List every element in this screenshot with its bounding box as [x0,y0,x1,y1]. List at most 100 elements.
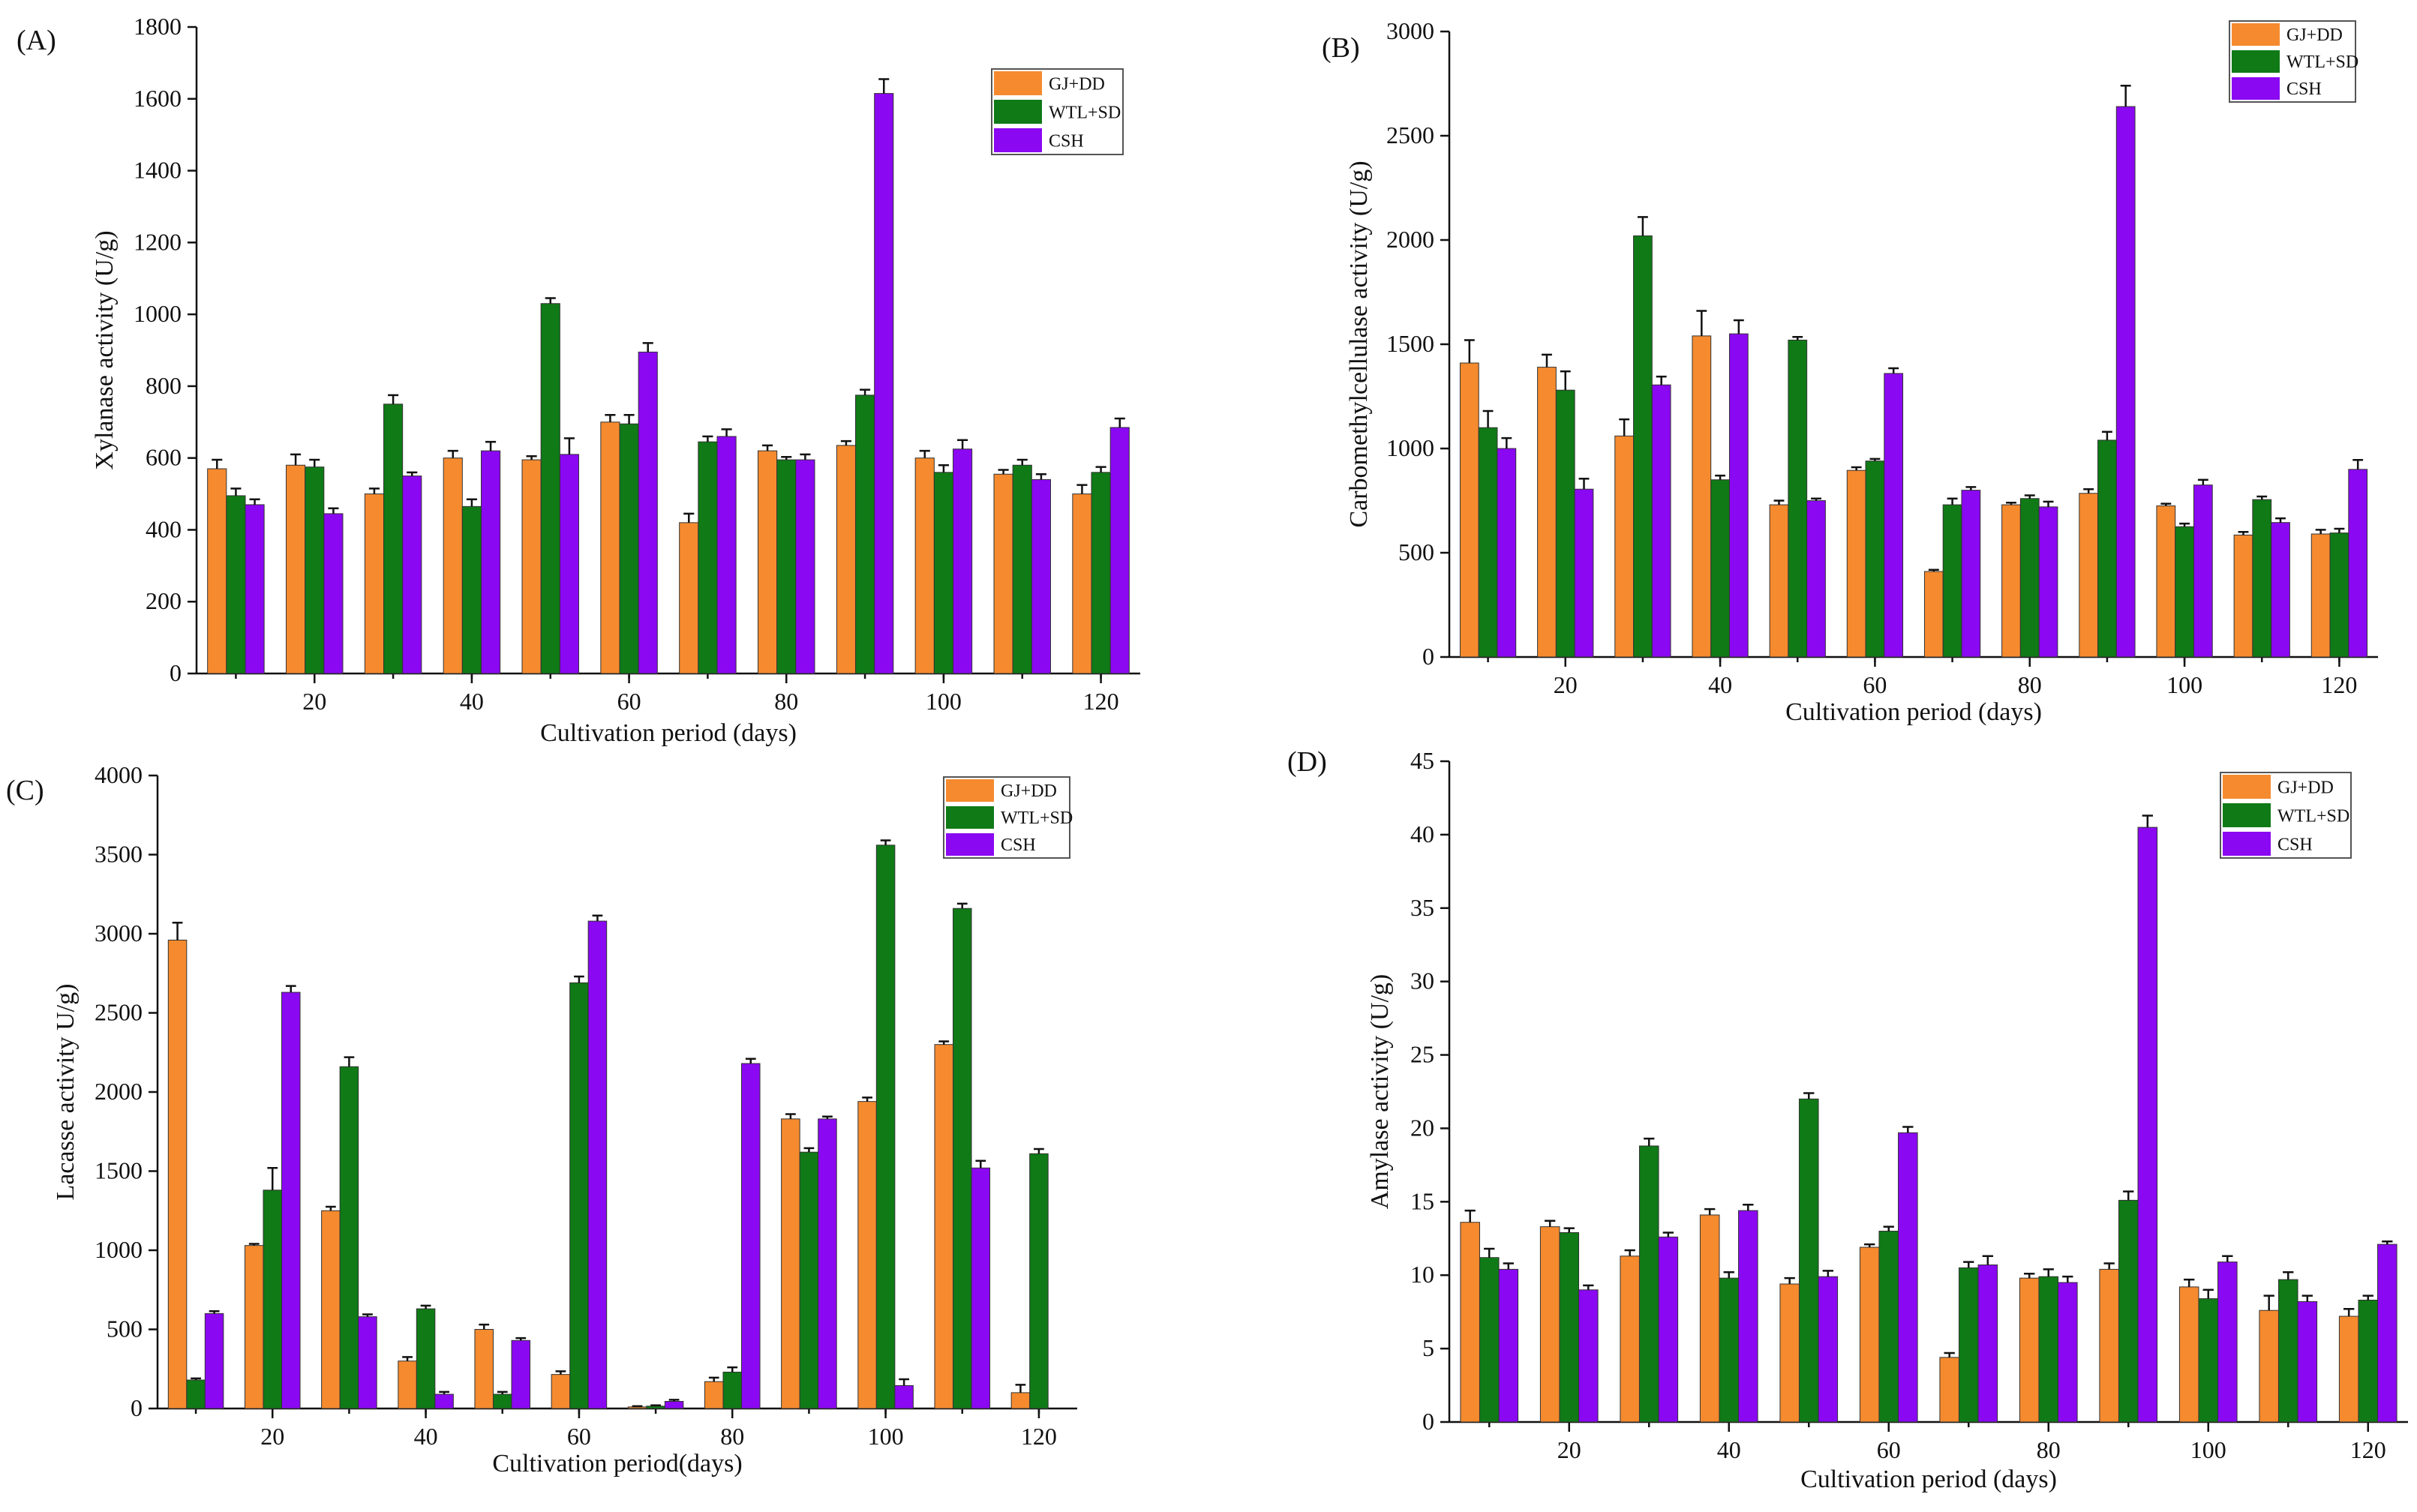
bar-csh-70 [1977,1264,1998,1423]
bar-csh-90 [2115,106,2136,658]
error-bar [466,498,477,507]
x-axis-title: Cultivation period (days) [540,719,797,747]
bar-wtlsd-110 [1012,464,1032,674]
error-bar [2024,494,2035,499]
bar-gjdd-40 [1692,335,1712,658]
bar-wtlsd-110 [2252,499,2272,658]
legend-label: CSH [1001,836,1036,855]
error-bar [2301,1294,2313,1302]
y-tick-label: 0 [1422,1408,1434,1435]
x-tick-label: 20 [302,688,326,715]
bar-csh-10 [204,1312,224,1409]
x-axis-title: Cultivation period (days) [1800,1466,2057,1493]
bar-csh-10 [1498,1268,1519,1423]
bar-csh-20 [281,992,301,1409]
bar-gjdd-120 [2310,533,2331,658]
error-bar [2238,530,2249,536]
bar-gjdd-30 [364,494,385,674]
error-bar [880,839,891,845]
error-bar [479,1323,490,1330]
bar-gjdd-80 [704,1381,724,1409]
x-axis-title: Cultivation period(days) [492,1450,742,1478]
error-bar [1563,1227,1575,1233]
legend-swatch [2232,23,2280,46]
bar-wtlsd-90 [2097,440,2117,658]
error-bar [1944,1352,1955,1358]
error-bar [2382,1240,2393,1245]
y-tick-label: 20 [1410,1114,1434,1141]
bar-gjdd-50 [1769,504,1789,658]
error-bar [2006,502,2016,506]
bar-gjdd-30 [1620,1256,1640,1423]
legend-swatch [946,779,994,802]
x-tick-label: 100 [926,688,962,715]
bar-wtlsd-100 [2198,1298,2219,1423]
bar-wtlsd-20 [263,1190,283,1409]
bar-wtlsd-90 [855,394,875,674]
panel-label: (D) [1287,746,1327,778]
bar-csh-30 [358,1316,377,1409]
legend-label: GJ+DD [2286,26,2343,45]
y-tick-label: 3500 [95,841,143,868]
legend-label: GJ+DD [2277,778,2334,797]
error-bar [1723,1271,1734,1279]
error-bar [2184,1278,2195,1287]
error-bar [368,488,380,494]
bar-gjdd-70 [1923,571,1944,658]
error-bar [2222,1255,2233,1262]
bar-gjdd-110 [934,1044,953,1409]
legend-swatch [2223,832,2271,856]
x-tick-label: 40 [1708,671,1732,698]
bar-gjdd-60 [1859,1246,1880,1423]
bar-gjdd-60 [600,422,620,674]
x-tick-label: 120 [2350,1436,2386,1463]
bar-gjdd-100 [857,1101,877,1409]
error-bar [2256,495,2268,500]
y-tick-label: 400 [146,515,182,542]
error-bar [642,342,653,352]
error-bar [1016,458,1028,466]
legend-swatch [2232,77,2280,100]
bar-gjdd-70 [1939,1357,1959,1423]
bar-csh-10 [245,504,265,674]
y-tick-label: 3000 [1386,17,1434,44]
error-bar [1733,319,1744,334]
error-bar [800,453,811,460]
bar-gjdd-40 [443,458,463,674]
legend-swatch [946,833,994,856]
bar-csh-20 [1574,488,1594,658]
error-bar [1482,410,1494,428]
bar-gjdd-10 [1460,1222,1480,1423]
error-bar [1902,1126,1914,1133]
error-bar [172,921,183,940]
bar-csh-50 [1806,500,1826,658]
error-bar [326,1205,336,1211]
bar-wtlsd-70 [646,1406,665,1409]
legend-label: WTL+SD [2277,806,2349,826]
bar-wtlsd-110 [2277,1279,2298,1423]
error-bar [632,1405,643,1408]
error-bar [267,1167,278,1190]
panel-label: (B) [1322,32,1360,64]
bar-gjdd-40 [398,1360,417,1409]
bar-wtlsd-10 [186,1379,206,1409]
bar-wtlsd-40 [461,506,482,674]
y-tick-label: 1000 [134,300,182,327]
error-bar [402,1356,413,1361]
bar-wtlsd-70 [1942,504,1962,658]
x-axis-title: Cultivation period (days) [1785,698,2042,726]
error-bar [2062,1275,2073,1283]
error-bar [526,455,537,460]
bar-gjdd-90 [781,1118,800,1409]
error-bar [1619,418,1630,436]
bar-csh-30 [1658,1236,1679,1423]
y-tick-label: 1000 [1386,434,1434,461]
bar-wtlsd-100 [875,844,896,1409]
bar-csh-40 [434,1394,454,1409]
bar-csh-60 [587,920,608,1409]
error-bar [1114,417,1125,428]
error-bar [1560,370,1571,391]
bar-wtlsd-120 [2329,532,2349,658]
x-tick-label: 60 [617,688,641,715]
error-bar [1773,500,1785,506]
